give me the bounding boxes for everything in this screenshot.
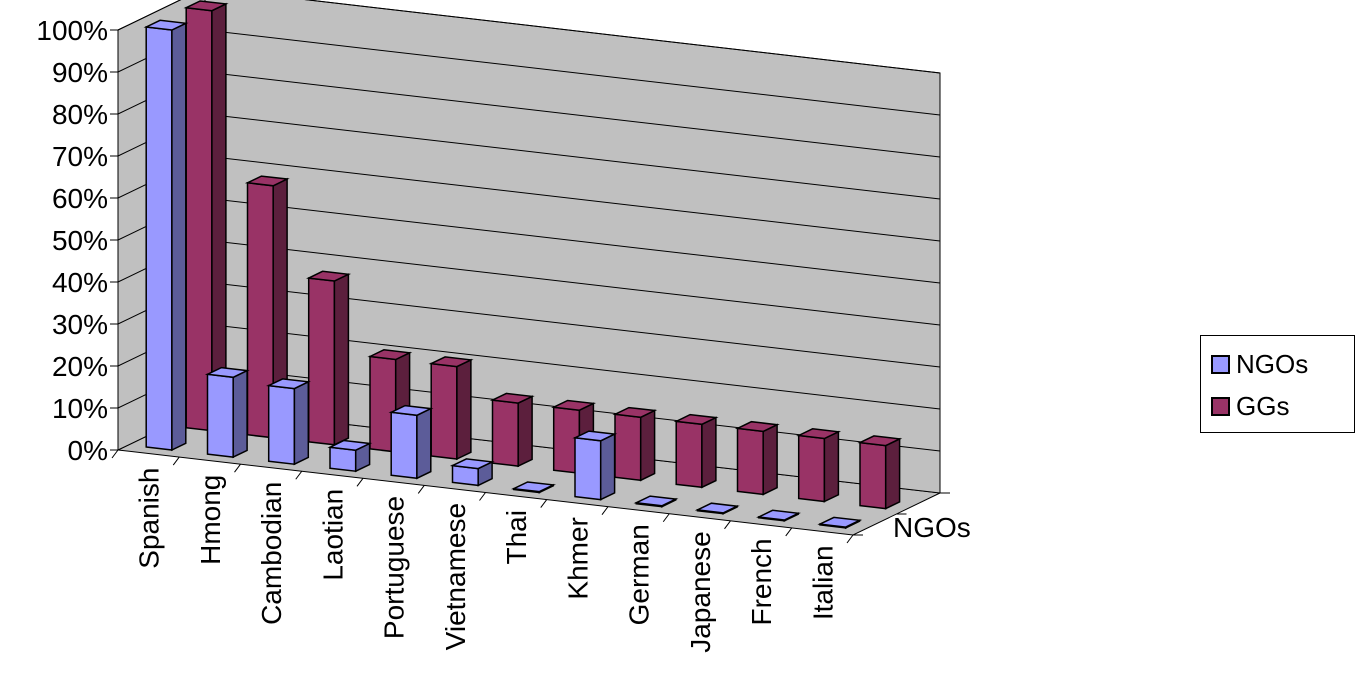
legend-label-ggs: GGs [1236, 391, 1289, 422]
x-tick-mark [541, 500, 547, 508]
bar-ngos-vietnamese [453, 459, 493, 486]
x-tick-label: Laotian [317, 489, 348, 581]
bar-ggs-vietnamese-side [518, 396, 532, 466]
bar-ggs-spanish [186, 1, 226, 431]
x-tick-mark [786, 528, 792, 536]
bar-ngos-laotian-front [330, 447, 356, 471]
bar-ggs-cambodian [309, 271, 349, 445]
x-tick-label: Vietnamese [440, 503, 471, 650]
bar-ggs-portuguese-side [457, 360, 471, 459]
bar-ggs-french-side [824, 432, 838, 502]
bar-ggs-cambodian-side [334, 274, 348, 445]
bar-ngos-cambodian-side [294, 382, 308, 464]
y-tick-label: 10% [52, 393, 108, 424]
x-tick-label: Thai [501, 510, 532, 564]
bar-ngos-portuguese-front [391, 412, 417, 478]
x-tick-mark [418, 485, 424, 493]
y-tick-label: 40% [52, 267, 108, 298]
x-tick-label: German [624, 524, 655, 625]
x-tick-label: Japanese [685, 531, 716, 652]
bar-ngos-hmong-side [233, 371, 247, 458]
bar-ggs-khmer-front [615, 414, 641, 480]
x-tick-mark [663, 514, 669, 522]
bar-ggs-portuguese-front [431, 364, 457, 459]
x-tick-label: Italian [807, 545, 838, 620]
bar-ngos-hmong [208, 368, 248, 458]
x-tick-label: Cambodian [256, 482, 287, 625]
legend-label-ngos: NGOs [1236, 349, 1308, 380]
bar-ngos-portuguese [391, 406, 431, 479]
legend-item-ggs: GGs [1211, 388, 1289, 424]
bar-ggs-german-side [702, 418, 716, 488]
bar-ngos-portuguese-side [417, 409, 431, 479]
x-tick-label: Portuguese [379, 496, 410, 639]
x-tick-mark [112, 450, 118, 458]
bar-ggs-italian-front [860, 443, 886, 509]
bar-ggs-japanese-side [763, 425, 777, 495]
x-tick-mark [480, 493, 486, 501]
bar-ggs-cambodian-front [309, 278, 335, 445]
legend-swatch-ggs [1211, 397, 1230, 416]
legend-swatch-ngos [1211, 355, 1230, 374]
bar-ngos-khmer [575, 431, 615, 500]
x-tick-mark [173, 457, 179, 465]
x-tick-mark [235, 464, 241, 472]
bar-ngos-khmer-front [575, 438, 601, 500]
y-tick-label: 90% [52, 57, 108, 88]
y-tick-label: 100% [36, 15, 108, 46]
bar-ggs-portuguese [431, 357, 471, 459]
bar-ngos-cambodian [269, 379, 309, 464]
x-tick-mark [296, 471, 302, 479]
bar-ggs-vietnamese [493, 393, 533, 466]
bar-ggs-german-front [676, 421, 702, 487]
y-tick-label: 20% [52, 351, 108, 382]
y-tick-label: 50% [52, 225, 108, 256]
bar-ggs-japanese [738, 422, 778, 495]
bar-ggs-italian [860, 436, 900, 509]
bar-ggs-japanese-front [738, 428, 764, 494]
bar-ggs-vietnamese-front [493, 400, 519, 466]
bar-ggs-french-front [799, 436, 825, 502]
bar-ngos-hmong-front [208, 374, 234, 457]
x-tick-mark [602, 507, 608, 515]
bar-ngos-spanish-front [146, 27, 172, 450]
bar-ggs-khmer-side [641, 411, 655, 481]
bar-ngos-spanish-side [172, 23, 186, 450]
bar-ggs-italian-side [886, 439, 900, 509]
x-tick-label: Spanish [134, 468, 165, 569]
x-tick-mark [725, 521, 731, 529]
bar-ggs-spanish-side [212, 4, 226, 431]
legend-item-ngos: NGOs [1211, 346, 1308, 382]
bar-ngos-khmer-side [601, 434, 615, 500]
x-tick-label: Hmong [195, 475, 226, 565]
bar-ngos-laotian [330, 441, 370, 472]
bar-ngos-cambodian-front [269, 386, 295, 465]
y-tick-label: 30% [52, 309, 108, 340]
bar-ggs-french [799, 429, 839, 502]
x-tick-label: Khmer [562, 517, 593, 599]
bar-ngos-spanish [146, 20, 186, 450]
x-tick-mark [357, 478, 363, 486]
y-tick-label: 0% [68, 435, 108, 466]
bar-ggs-khmer [615, 408, 655, 481]
bar-ggs-spanish-front [186, 8, 212, 431]
x-tick-mark [847, 535, 853, 543]
y-tick-label: 70% [52, 141, 108, 172]
bar-ggs-german [676, 415, 716, 488]
legend: NGOs GGs [1200, 335, 1355, 433]
y-tick-label: 80% [52, 99, 108, 130]
y-tick-label: 60% [52, 183, 108, 214]
x-tick-label: French [746, 538, 777, 625]
depth-axis-label: NGOs [893, 512, 971, 543]
